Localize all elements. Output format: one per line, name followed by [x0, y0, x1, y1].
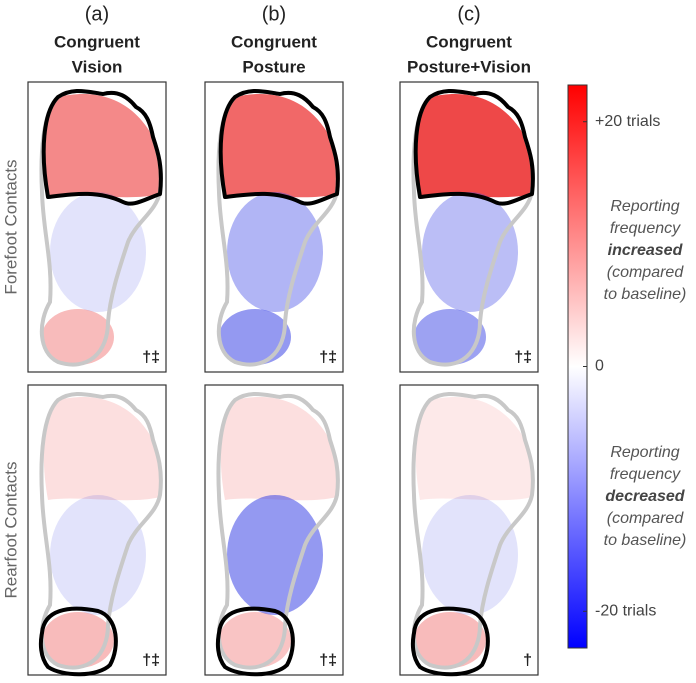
heat-blue	[227, 495, 323, 615]
panel-letter: (c)	[457, 3, 480, 25]
colorbar-tick-label: +20 trials	[595, 113, 660, 130]
significance-marker: †‡	[142, 349, 160, 366]
significance-marker: †‡	[514, 349, 532, 366]
colorbar: +20 trials 0 -20 trials Reporting frequency i…	[567, 84, 687, 649]
column-title: Congruent	[426, 32, 512, 51]
foot-panel: †‡	[399, 81, 539, 373]
heat-red	[220, 396, 338, 501]
colorbar-note: Reporting	[610, 198, 679, 215]
heat-blue	[50, 495, 146, 615]
colorbar-note: (compared	[607, 264, 685, 281]
heat-heel	[42, 612, 114, 668]
foot-panel: †	[399, 384, 539, 677]
foot-panel: †‡	[204, 81, 344, 373]
column-title: Posture+Vision	[407, 57, 531, 76]
colorbar-note: Reporting	[610, 444, 679, 461]
heatmap	[216, 88, 340, 367]
column-title: Vision	[72, 57, 123, 76]
significance-marker: †	[523, 652, 532, 669]
heat-heel	[219, 612, 291, 668]
heatmap	[215, 391, 340, 677]
heat-heel	[42, 309, 114, 365]
colorbar-note: frequency	[610, 466, 681, 483]
colorbar-tick-label: 0	[595, 358, 604, 375]
panel-letter: (a)	[85, 3, 109, 25]
row-label: Rearfoot Contacts	[1, 461, 20, 598]
heat-heel	[219, 309, 291, 365]
foot-panel: †‡	[27, 81, 167, 373]
colorbar-note: frequency	[610, 220, 681, 237]
colorbar-note: to baseline)	[604, 286, 687, 303]
heat-blue	[422, 495, 518, 615]
panel-frame	[399, 384, 539, 676]
heat-blue	[50, 192, 146, 312]
heatmap	[39, 88, 163, 367]
column-title: Congruent	[54, 32, 140, 51]
heat-red	[220, 93, 338, 198]
column-title: Congruent	[231, 32, 317, 51]
heat-heel	[414, 612, 486, 668]
row-label: Forefoot Contacts	[1, 159, 20, 294]
significance-marker: †‡	[319, 652, 337, 669]
heatmap	[411, 88, 535, 367]
heat-red	[43, 396, 161, 501]
heat-red	[43, 93, 161, 198]
significance-marker: †‡	[142, 652, 160, 669]
heatmap	[410, 391, 535, 677]
heat-red	[415, 93, 533, 198]
colorbar-note: increased	[608, 242, 684, 259]
foot-panel: †‡	[27, 384, 167, 677]
significance-marker: †‡	[319, 349, 337, 366]
column-title: Posture	[242, 57, 305, 76]
colorbar-note: (compared	[607, 510, 685, 527]
heat-blue	[422, 192, 518, 312]
heatmap	[38, 391, 163, 677]
colorbar-note: to baseline)	[604, 532, 687, 549]
foot-panel: †‡	[204, 384, 344, 677]
heat-heel	[414, 309, 486, 365]
heat-red	[415, 396, 533, 501]
heat-blue	[227, 192, 323, 312]
colorbar-tick-label: -20 trials	[595, 603, 656, 620]
panel-frame	[27, 384, 167, 676]
colorbar-note: decreased	[605, 488, 685, 505]
panels: (a) Congruent Vision †‡ †‡ (b) Congruent Postur…	[1, 3, 539, 677]
panel-letter: (b)	[262, 3, 286, 25]
